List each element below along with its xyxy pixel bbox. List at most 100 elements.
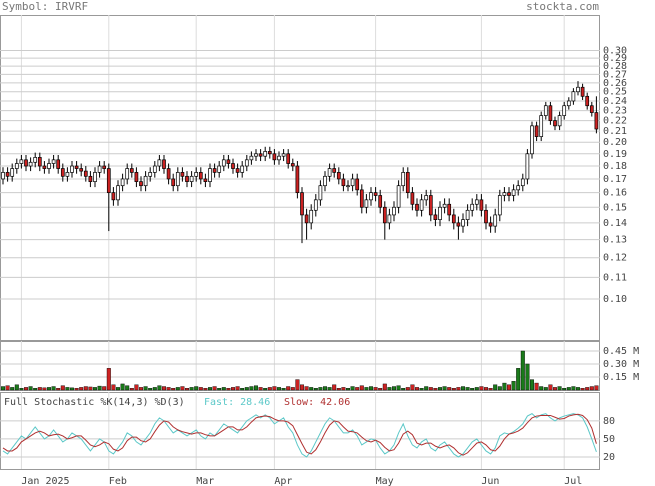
candle-body [580,86,585,97]
y-tick-label: 0.13 [603,235,627,246]
volume-bar [392,386,397,391]
volume-bar [382,383,387,391]
candle-body [74,165,79,169]
candle-body [272,153,277,161]
candle-body [198,172,203,180]
candle-body [594,112,599,130]
volume-bar [323,386,328,391]
volume-bar [240,388,245,391]
candle-body [543,105,548,116]
candle-body [451,214,456,224]
volume-bar [461,386,466,391]
candle-body [525,153,530,180]
candle-body [240,165,245,173]
candle-body [263,151,268,157]
candle-body [479,199,484,211]
candle-body [185,175,189,182]
candle-body [548,105,553,121]
volume-bar [290,387,295,391]
volume-bar [594,385,599,391]
y-tick-label: 0.16 [603,188,627,199]
candle-body [37,157,42,167]
volume-bar [203,388,208,391]
volume-bar [433,388,438,391]
volume-bar [88,386,93,391]
candle-body [433,214,438,221]
x-tick-label: Feb [109,476,127,486]
volume-bar [571,386,576,391]
volume-bar [189,387,194,391]
volume-bar [157,385,162,391]
candle-body [70,165,74,173]
volume-bar [557,386,562,391]
candle-body [507,192,511,196]
candle-body [10,168,15,177]
candle-body [65,172,70,177]
candle-body [424,195,429,201]
candle-body [341,178,346,187]
candle-body [415,203,419,211]
volume-bar [65,387,70,391]
candle-body [396,185,401,208]
candle-body [231,163,235,169]
candle-body [116,185,120,201]
volume-bar [456,387,461,391]
candle-body [359,189,364,208]
panel-frame [0,15,600,341]
volume-bar [180,386,185,391]
candle-body [281,153,286,157]
candle-body [208,168,212,182]
candle-body [511,189,516,196]
candle-body [258,153,263,157]
panel-frame [0,341,600,391]
candle-body [318,185,323,201]
candle-body [217,165,222,173]
candle-body [143,175,148,187]
candle-body [175,172,180,187]
stochastic-title: Full Stochastic %K(14,3) %D(3) [4,397,185,408]
candle-body [346,185,350,188]
volume-bar [479,386,484,391]
y-tick-label: 0.29 [603,53,627,64]
candle-body [102,165,107,169]
candle-body [134,172,139,182]
x-tick-label: Mar [196,476,214,486]
volume-bar [74,388,79,391]
candle-body [83,170,88,177]
volume-bar [484,387,489,391]
volume-bar [148,388,153,391]
y-tick-label: 0.15 [603,202,627,213]
volume-bar [341,387,346,391]
candle-body [530,125,534,155]
volume-bar [5,385,10,391]
site: stockta.com [526,0,599,13]
volume-bar [24,387,29,391]
x-tick-label: Jun [481,476,499,486]
legend-entry: Slow: 42.06 [284,397,350,408]
candle-body [14,163,19,169]
candle-body [203,178,208,182]
volume-bar [497,386,502,391]
y-tick-label: 0.25 [603,87,627,98]
candle-body [254,153,258,157]
candle-body [387,214,392,224]
candle-body [447,203,452,216]
candle-body [382,206,387,224]
legend-entry: Fast: 28.46 [204,397,270,408]
candle-body [106,168,111,194]
candle-body [33,157,38,163]
volume-bar [507,384,512,391]
volume-bar [359,385,364,391]
x-tick-label: Jul [564,476,582,486]
volume-bar [79,387,84,391]
y-tick-label: 0.30 [603,46,627,57]
candle-body [157,159,162,167]
candle-body [79,168,84,172]
candle-body [502,192,507,196]
candle-body [369,192,373,201]
candle-body [171,178,176,187]
candle-body [111,192,116,201]
volume-bar [369,386,374,391]
volume-bar [415,387,420,391]
volume-bar [244,387,249,391]
